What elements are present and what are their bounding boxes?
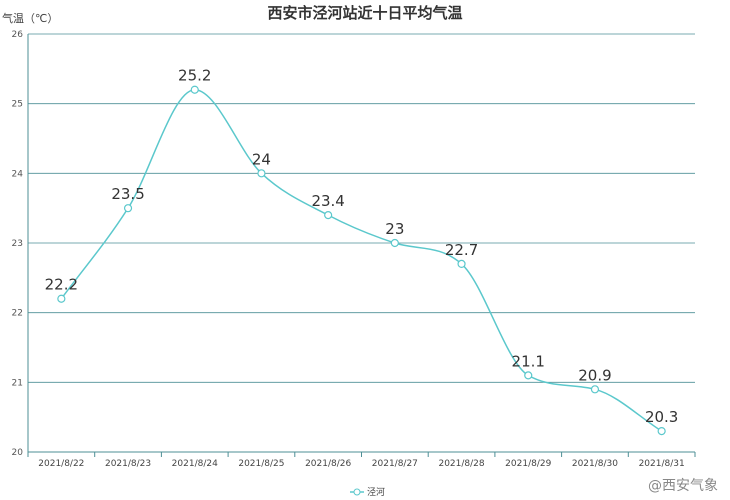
series-line-jinghe <box>60 88 663 432</box>
x-tick-label: 2021/8/30 <box>572 459 618 469</box>
data-point[interactable] <box>257 169 266 178</box>
data-point[interactable] <box>590 385 600 394</box>
y-tick-label: 24 <box>12 169 24 179</box>
x-tick-label: 2021/8/24 <box>172 459 218 469</box>
data-label: 25.2 <box>178 67 211 85</box>
x-tick-label: 2021/8/29 <box>505 459 551 469</box>
y-tick-label: 20 <box>12 448 24 458</box>
chart-title: 西安市泾河站近十日平均气温 <box>267 4 462 22</box>
data-point[interactable] <box>190 85 199 94</box>
y-axis-label: 气温（℃） <box>2 11 58 25</box>
data-label: 22.2 <box>45 276 78 294</box>
data-label: 24 <box>252 150 271 168</box>
legend-label: 泾河 <box>367 486 385 498</box>
data-point[interactable] <box>123 204 133 213</box>
y-tick-label: 23 <box>12 239 23 249</box>
data-label: 20.3 <box>645 408 678 426</box>
x-tick-label: 2021/8/27 <box>372 459 418 469</box>
data-label: 21.1 <box>512 352 545 370</box>
legend-marker-icon <box>353 488 361 496</box>
data-point[interactable] <box>457 259 466 268</box>
y-tick-label: 25 <box>12 100 23 110</box>
watermark: @西安气象 <box>648 478 718 494</box>
data-point[interactable] <box>657 427 666 436</box>
x-tick-labels: 2021/8/22 2021/8/23 2021/8/24 2021/8/25 2021… <box>38 459 684 469</box>
y-tick-label: 21 <box>12 378 23 388</box>
axes <box>27 34 696 457</box>
data-point[interactable] <box>57 294 66 303</box>
y-tick-labels: 20 21 22 23 24 25 26 <box>12 30 24 458</box>
x-tick-label: 2021/8/23 <box>105 459 151 469</box>
x-tick-label: 2021/8/31 <box>639 459 685 469</box>
data-point[interactable] <box>524 371 533 380</box>
data-label: 23.5 <box>111 185 144 203</box>
data-points <box>57 85 666 436</box>
x-tick-label: 2021/8/25 <box>238 459 284 469</box>
data-label: 20.9 <box>578 366 611 384</box>
y-tick-label: 26 <box>12 30 24 40</box>
data-point[interactable] <box>390 238 399 248</box>
x-tick-label: 2021/8/26 <box>305 459 351 469</box>
y-tick-label: 22 <box>12 309 23 319</box>
legend[interactable]: 泾河 <box>350 486 385 498</box>
x-tick-label: 2021/8/28 <box>438 459 484 469</box>
data-point[interactable] <box>324 211 333 220</box>
data-labels: 22.2 23.5 25.2 24 23.4 23 22.7 21.1 20.9 20.3 <box>45 67 679 426</box>
data-label: 23.4 <box>311 192 344 210</box>
data-label: 23 <box>385 220 404 238</box>
grid <box>28 33 695 383</box>
data-label: 22.7 <box>445 241 478 259</box>
x-tick-label: 2021/8/22 <box>38 459 84 469</box>
